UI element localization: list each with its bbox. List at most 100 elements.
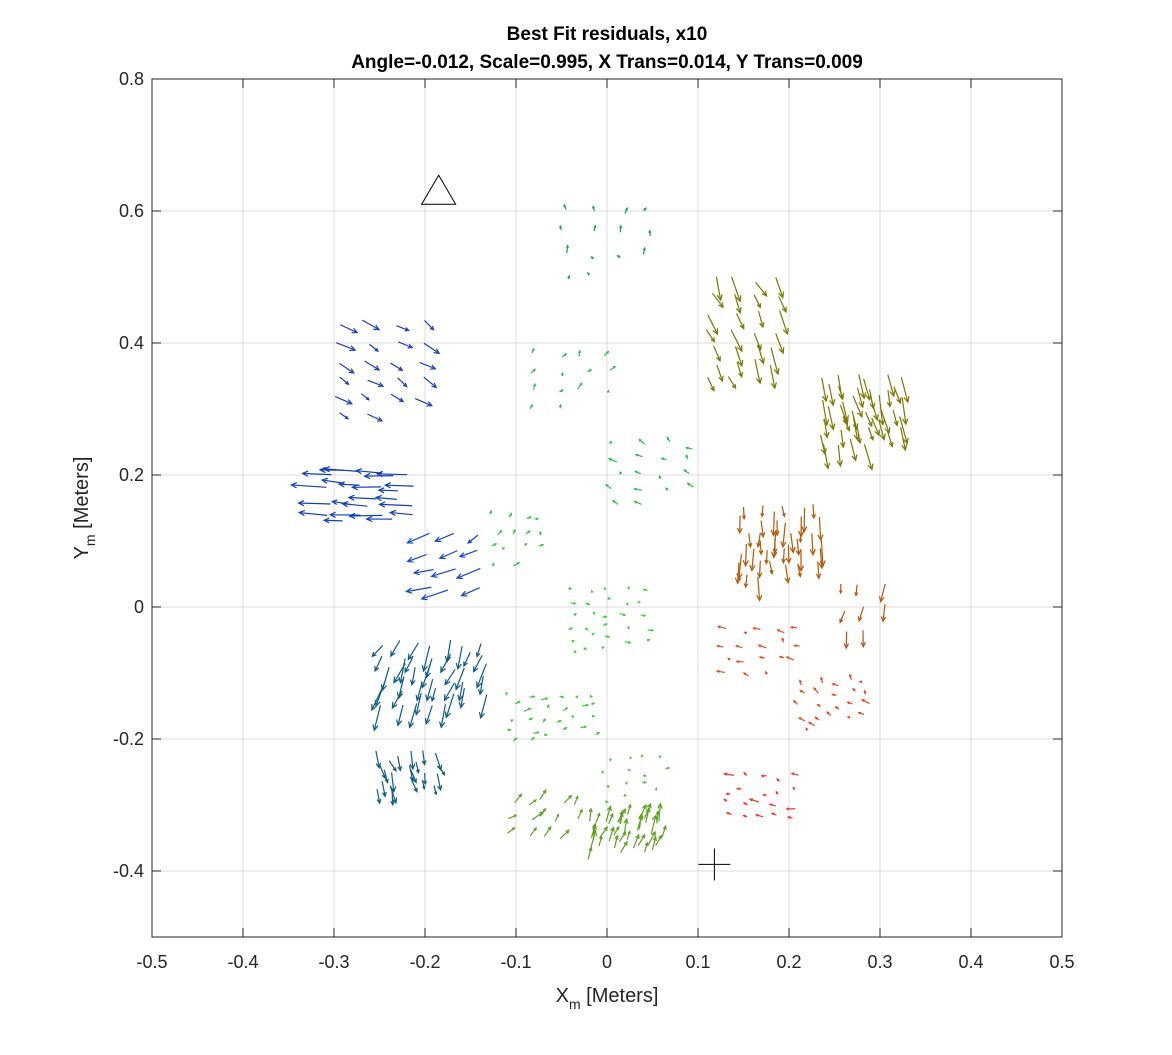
- residual-arrow-head: [489, 509, 493, 514]
- residual-arrow-head: [797, 572, 802, 578]
- y-axis-label-sub: m: [82, 534, 98, 546]
- residual-arrow-head: [807, 721, 812, 725]
- residual-arrow-head: [852, 687, 856, 691]
- residual-arrow-shaft: [421, 664, 431, 688]
- residual-arrow-shaft: [760, 520, 764, 537]
- residual-arrow-head: [531, 347, 535, 352]
- residual-arrow-head: [792, 699, 797, 704]
- residual-arrow-head: [652, 835, 658, 841]
- residual-arrow-head: [597, 812, 601, 817]
- residual-arrow-head: [377, 416, 384, 422]
- residual-arrow-shaft: [377, 473, 408, 476]
- residual-arrow-head: [607, 458, 612, 462]
- residual-arrow-head: [578, 349, 581, 354]
- residual-arrow-head: [433, 791, 438, 796]
- residual-arrow-shaft: [422, 645, 431, 672]
- residual-arrow-head: [634, 453, 639, 457]
- residual-arrow-head: [568, 587, 573, 591]
- residual-arrow-head: [575, 795, 579, 800]
- residual-arrow-head: [867, 463, 874, 471]
- residual-arrow-head: [622, 613, 627, 617]
- residual-arrow-shaft: [626, 804, 631, 815]
- residual-arrow-head: [397, 766, 403, 772]
- residual-arrow-head: [648, 229, 652, 234]
- residual-arrow-shaft: [410, 769, 417, 783]
- residual-arrow-head: [513, 814, 518, 818]
- residual-arrow-head: [743, 771, 747, 776]
- residual-arrow-head: [414, 708, 421, 717]
- residual-arrow-shaft: [839, 404, 848, 425]
- residual-arrow-shaft: [473, 655, 483, 672]
- residual-arrow-shaft: [769, 365, 776, 389]
- residual-arrow-head: [731, 383, 737, 390]
- residual-arrow-shaft: [745, 574, 748, 588]
- residual-arrow-head: [374, 494, 382, 502]
- residual-arrow-head: [769, 569, 774, 575]
- residual-arrow-head: [433, 348, 441, 355]
- residual-arrow-shaft: [458, 681, 464, 701]
- residual-arrow-head: [328, 511, 336, 519]
- residual-arrow-shaft: [608, 827, 615, 842]
- residual-arrow-shaft: [735, 313, 745, 329]
- residual-arrow-shaft: [360, 393, 370, 401]
- residual-arrow-head: [458, 552, 466, 558]
- residual-arrow-shaft: [529, 827, 537, 837]
- residual-arrow-head: [380, 684, 387, 692]
- residual-arrow-shaft: [302, 472, 332, 476]
- residual-arrow-shaft: [414, 397, 433, 407]
- residual-arrow-head: [839, 618, 844, 624]
- residual-arrow-shaft: [396, 325, 409, 331]
- residual-arrow-shaft: [436, 773, 442, 791]
- residual-arrow-shaft: [855, 584, 858, 596]
- residual-arrow-head: [588, 846, 593, 852]
- residual-arrow-shaft: [713, 345, 721, 362]
- residual-arrow-shaft: [790, 533, 794, 553]
- residual-arrow-head: [415, 769, 420, 774]
- residual-arrow-head: [378, 382, 385, 388]
- residual-arrow-shaft: [819, 548, 823, 569]
- residual-arrow-shaft: [476, 663, 487, 688]
- residual-arrow-shaft: [730, 329, 743, 352]
- residual-arrow-shaft: [711, 292, 724, 308]
- residual-arrow-head: [822, 395, 829, 403]
- residual-arrow-head: [475, 652, 481, 658]
- residual-arrow-head: [527, 530, 531, 534]
- residual-arrow-head: [644, 841, 649, 846]
- residual-arrow-head: [756, 594, 763, 602]
- residual-arrow-shaft: [753, 333, 762, 350]
- residual-arrow-head: [851, 454, 858, 462]
- residual-arrow-shaft: [768, 561, 773, 574]
- residual-arrow-head: [591, 633, 596, 636]
- residual-arrow-head: [774, 530, 780, 537]
- residual-arrow-head: [375, 762, 382, 770]
- residual-arrow-head: [607, 597, 612, 601]
- residual-arrow-head: [756, 572, 763, 579]
- residual-arrow-head: [798, 679, 802, 683]
- residual-arrow-head: [645, 806, 651, 813]
- residual-arrow-shaft: [398, 341, 413, 349]
- residual-arrow-shaft: [367, 413, 383, 422]
- residual-arrow-head: [760, 512, 765, 518]
- residual-arrow-head: [544, 733, 549, 737]
- residual-arrow-head: [824, 462, 831, 470]
- residual-arrow-head: [609, 758, 613, 762]
- residual-arrow-head: [738, 372, 744, 379]
- residual-arrow-shaft: [367, 379, 384, 387]
- residual-arrow-head: [407, 653, 414, 661]
- residual-arrow-head: [391, 797, 398, 805]
- residual-arrow-head: [748, 798, 753, 802]
- residual-arrow-shaft: [543, 826, 552, 837]
- residual-arrow-head: [643, 780, 648, 784]
- residual-arrow-head: [633, 500, 638, 504]
- residual-arrow-shaft: [820, 540, 824, 567]
- residual-arrow-head: [408, 721, 415, 729]
- residual-arrow-head: [396, 719, 403, 727]
- residual-arrow-shaft: [376, 788, 381, 804]
- residual-arrow-head: [318, 466, 326, 474]
- residual-arrow-shaft: [823, 418, 828, 438]
- residual-arrow-head: [390, 650, 396, 658]
- residual-arrow-head: [619, 812, 624, 817]
- residual-arrow-shaft: [782, 522, 786, 547]
- residual-arrow-head: [782, 513, 786, 518]
- residual-arrow-head: [476, 681, 482, 689]
